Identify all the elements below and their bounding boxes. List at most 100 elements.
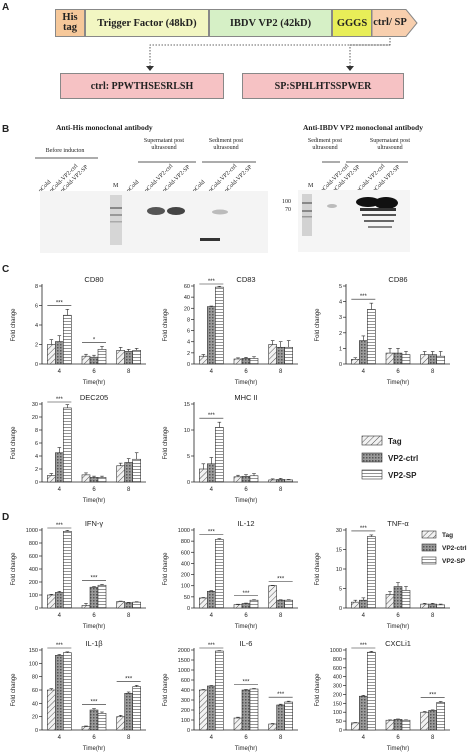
bar bbox=[199, 355, 208, 365]
bar bbox=[351, 722, 360, 731]
y-tick-label: 0 bbox=[339, 606, 342, 612]
bar bbox=[124, 462, 133, 483]
y-tick-label: 80 bbox=[32, 675, 38, 681]
x-tick-label: 6 bbox=[92, 369, 96, 375]
y-tick-label: 200 bbox=[333, 692, 342, 698]
y-tick-label: 800 bbox=[29, 541, 38, 547]
y-tick-label: 60 bbox=[32, 688, 38, 694]
bar bbox=[393, 586, 403, 609]
significance-mark: *** bbox=[360, 294, 368, 300]
legend-swatch bbox=[361, 469, 383, 480]
bar bbox=[81, 474, 91, 483]
x-tick-label: 6 bbox=[396, 735, 400, 741]
y-axis-label: Fold change bbox=[11, 673, 17, 707]
bar bbox=[351, 601, 360, 609]
left-lane-label: M bbox=[113, 183, 119, 189]
y-tick-label: 0 bbox=[339, 728, 342, 734]
bar bbox=[63, 531, 72, 609]
significance-mark: *** bbox=[429, 693, 437, 699]
legend-panel-c: Tag VP2-ctrl VP2-SP bbox=[361, 435, 418, 480]
x-tick-label: 4 bbox=[58, 369, 62, 375]
chart-il6: IL-6 Fold change 0 100 200 300 400 600 1000 1500 2… bbox=[163, 639, 298, 752]
panel-d-letter: D bbox=[2, 512, 10, 523]
left-group-lines bbox=[35, 157, 256, 163]
y-tick-label: 200 bbox=[181, 573, 190, 579]
x-tick-label: 8 bbox=[127, 613, 131, 619]
y-tick-label: 8 bbox=[187, 317, 190, 323]
bar bbox=[233, 604, 243, 609]
bar bbox=[55, 341, 64, 365]
x-tick-label: 4 bbox=[58, 613, 62, 619]
bar bbox=[132, 350, 141, 365]
construct-connector-arrows bbox=[146, 38, 391, 71]
bar bbox=[47, 689, 56, 731]
x-tick-label: 8 bbox=[279, 735, 283, 741]
x-axis-label: Time(hr) bbox=[83, 498, 105, 504]
x-tick-label: 8 bbox=[279, 369, 283, 375]
bar bbox=[249, 475, 259, 483]
bar bbox=[385, 719, 395, 731]
x-tick-label: 6 bbox=[92, 735, 96, 741]
y-tick-label: 2 bbox=[339, 331, 342, 337]
bar bbox=[215, 650, 224, 731]
x-tick-label: 4 bbox=[58, 487, 62, 493]
chart-title: DEC205 bbox=[80, 393, 108, 402]
y-tick-label: 10 bbox=[336, 567, 342, 573]
bar bbox=[367, 651, 376, 731]
marker-100-right: 100 bbox=[282, 199, 291, 205]
y-tick-label: 0 bbox=[339, 362, 342, 368]
bar bbox=[367, 536, 376, 609]
y-tick-label: 2000 bbox=[178, 648, 190, 654]
chart-title: IL-1β bbox=[85, 639, 103, 648]
x-axis-label: Time(hr) bbox=[235, 380, 257, 386]
chart-title: TNF-α bbox=[387, 519, 409, 528]
x-axis-label: Time(hr) bbox=[83, 380, 105, 386]
y-tick-label: 400 bbox=[333, 675, 342, 681]
y-tick-label: 0 bbox=[187, 480, 190, 486]
y-tick-label: 1000 bbox=[178, 668, 190, 674]
y-tick-label: 3 bbox=[339, 315, 342, 321]
y-tick-label: 300 bbox=[181, 698, 190, 704]
x-tick-label: 6 bbox=[396, 369, 400, 375]
significance-mark: *** bbox=[56, 397, 64, 403]
y-tick-label: 30 bbox=[32, 402, 38, 408]
y-tick-label: 0 bbox=[187, 728, 190, 734]
y-axis-label: Fold change bbox=[315, 673, 321, 707]
significance-mark: *** bbox=[56, 643, 64, 649]
bar bbox=[276, 704, 285, 731]
legend-panel-d: Tag VP2-ctrl VP2-SP bbox=[421, 530, 467, 565]
left-blot-membrane bbox=[40, 191, 268, 253]
right-lane-label: M bbox=[308, 183, 314, 189]
bar bbox=[116, 465, 125, 483]
legend-swatch bbox=[421, 556, 437, 565]
bar bbox=[385, 594, 395, 609]
bar bbox=[284, 479, 293, 483]
right-group-lines bbox=[322, 161, 408, 163]
y-axis-label: Fold change bbox=[163, 308, 169, 342]
x-tick-label: 4 bbox=[362, 735, 366, 741]
x-tick-label: 4 bbox=[210, 369, 214, 375]
trigger-factor-box: Trigger Factor (48kD) bbox=[85, 9, 209, 37]
y-tick-label: 100 bbox=[333, 710, 342, 716]
bar bbox=[241, 358, 251, 365]
right-blot-membrane bbox=[298, 190, 410, 252]
y-tick-label: 15 bbox=[184, 402, 190, 408]
y-tick-label: 100 bbox=[181, 584, 190, 590]
bar bbox=[124, 693, 133, 731]
y-tick-label: 15 bbox=[336, 548, 342, 554]
bar bbox=[215, 427, 224, 483]
bar bbox=[351, 359, 360, 365]
bar bbox=[436, 702, 445, 731]
x-axis-label: Time(hr) bbox=[387, 380, 409, 386]
y-tick-label: 0 bbox=[35, 728, 38, 734]
chart-ifn-gamma: IFN-γ Fold change 0 100 200 400 600 800 1000 4 ***… bbox=[11, 519, 146, 630]
legend-swatch bbox=[361, 452, 383, 463]
y-axis-label: Fold change bbox=[11, 552, 17, 586]
bar bbox=[268, 479, 277, 483]
y-axis-label: Fold change bbox=[315, 308, 321, 342]
bar bbox=[124, 351, 133, 365]
x-tick-label: 6 bbox=[244, 369, 248, 375]
x-tick-label: 6 bbox=[244, 735, 248, 741]
bar bbox=[385, 352, 395, 365]
significance-mark: *** bbox=[125, 676, 133, 682]
